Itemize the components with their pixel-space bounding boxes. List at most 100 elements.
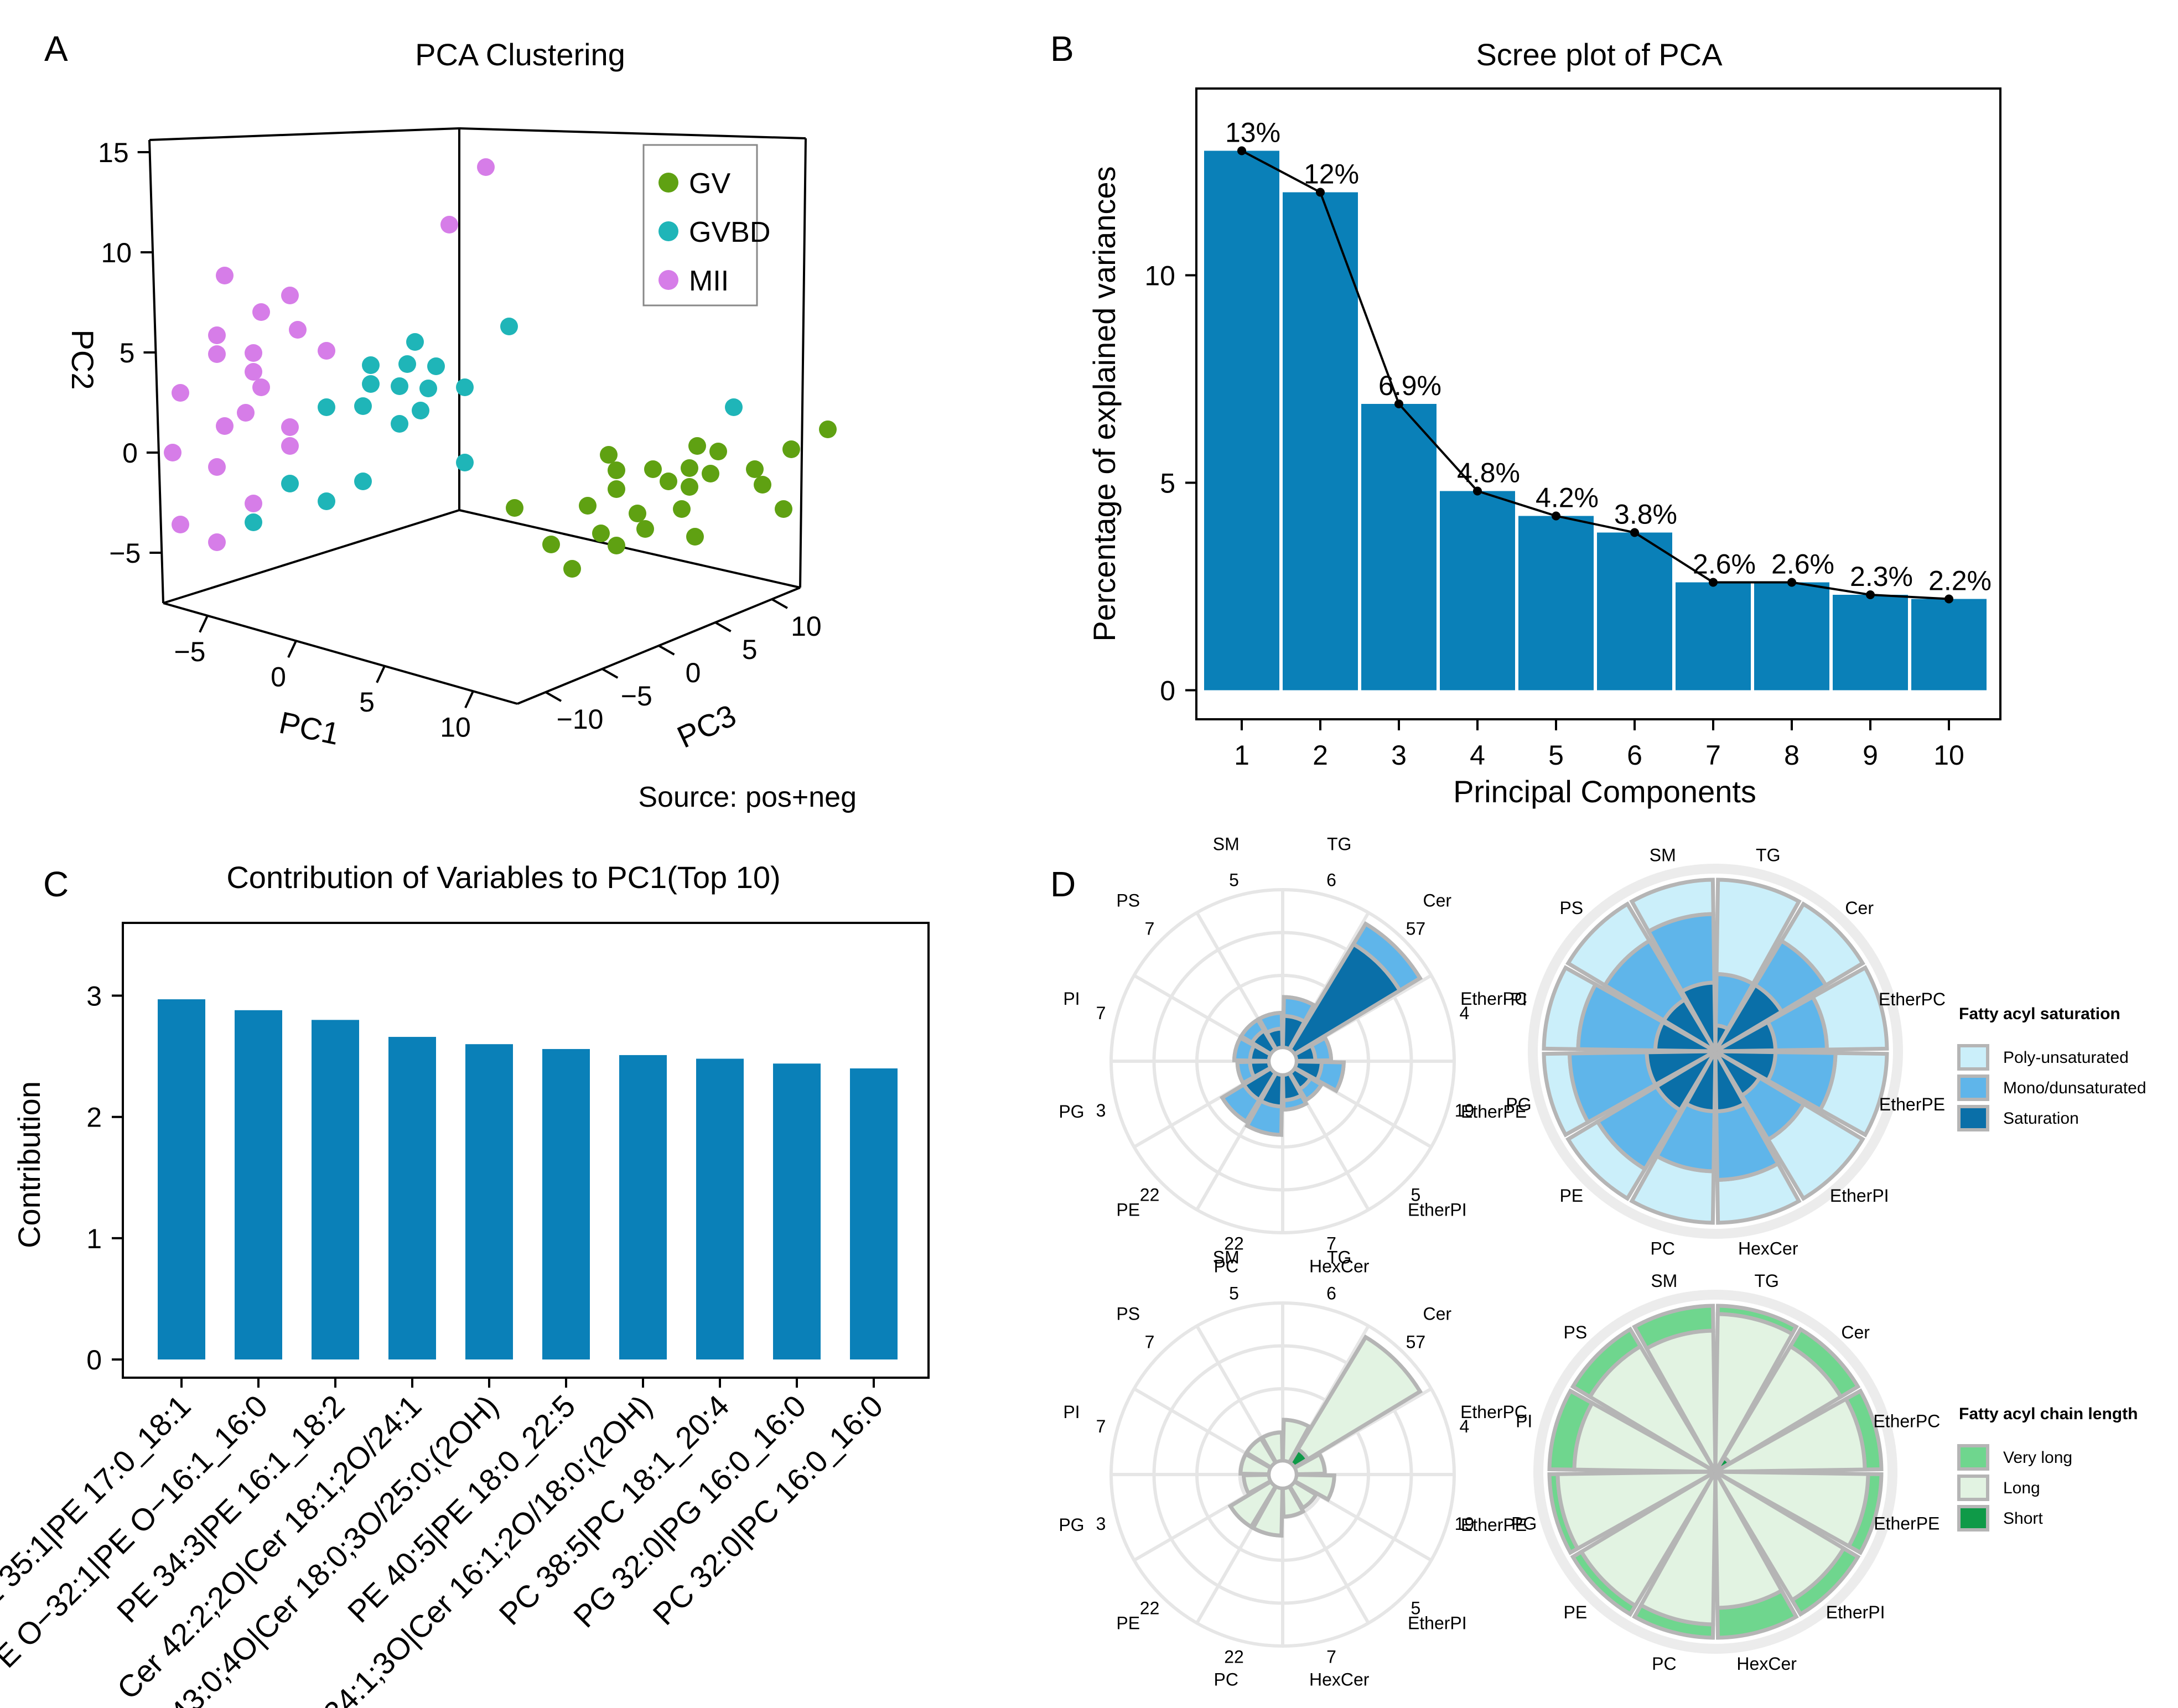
scree-frame	[1195, 87, 2001, 720]
radar3-center	[1267, 1459, 1298, 1490]
legend-chain-length: Fatty acyl chain length Very long Long Shor…	[1957, 1405, 2138, 1532]
legend-chain-swatch	[1957, 1505, 1989, 1532]
legend-chain-label: Long	[2003, 1479, 2040, 1497]
contribution-y-tick-label: 3	[86, 981, 102, 1012]
pca-point-gv	[673, 500, 691, 518]
radar1-count-label: 5	[1229, 870, 1239, 890]
pca-point-gvbd	[318, 492, 335, 510]
radar1-category-label: SM	[1213, 834, 1240, 854]
pca-3d-pc1-label: PC1	[276, 705, 343, 751]
pca-point-gv	[775, 500, 792, 518]
radar1-category-label: PE	[1116, 1200, 1140, 1219]
legend-chain-label: Very long	[2003, 1449, 2072, 1467]
pca-point-gvbd	[281, 475, 299, 492]
radar3-category-label: TG	[1327, 1247, 1351, 1267]
radar3-count-label: 4	[1460, 1416, 1470, 1436]
legend-marker-gv	[658, 173, 678, 193]
scree-line-point	[1866, 590, 1875, 599]
pc3-tick-label: −10	[557, 704, 604, 735]
radar4-category-label: TG	[1754, 1271, 1778, 1291]
scree-data-label: 3.8%	[1614, 499, 1677, 530]
pc3-tick-mark	[601, 668, 619, 679]
radar1-count-label: 6	[1326, 870, 1336, 890]
radar2-sector	[1679, 980, 1718, 1052]
pca-3d-pc2-label: PC2	[65, 330, 100, 390]
scree-line-point	[1237, 146, 1246, 155]
contribution-frame	[122, 922, 930, 1379]
radar2-category-label: EtherPE	[1879, 1094, 1945, 1114]
radar1-count-label: 19	[1455, 1100, 1475, 1120]
pc1-tick-label: 10	[440, 712, 471, 743]
radar1-category-label: EtherPC	[1460, 989, 1527, 1009]
pca-point-gv	[563, 560, 581, 578]
radar3-count-label: 19	[1455, 1514, 1475, 1534]
pca-point-mii	[216, 417, 234, 435]
pca-point-gv	[681, 478, 698, 496]
pca-point-gv	[608, 461, 625, 479]
pc2-tick-label: 10	[101, 237, 132, 268]
radar3-count-label: 57	[1406, 1332, 1426, 1352]
pca-point-mii	[289, 321, 307, 339]
legend-chain-title: Fatty acyl chain length	[1959, 1405, 2138, 1423]
legend-chain-swatch	[1957, 1444, 1989, 1471]
radar3-category-label: PS	[1116, 1304, 1140, 1324]
pca-point-gv	[506, 499, 523, 517]
legend-marker-gvbd	[658, 221, 678, 241]
pca-point-mii	[216, 267, 234, 284]
radar4-category-label: Cer	[1841, 1322, 1870, 1342]
contribution-bars	[158, 999, 898, 1360]
radar4-category-label: PI	[1516, 1411, 1532, 1431]
pca-point-gv	[592, 525, 610, 542]
radar2-category-label: PI	[1510, 989, 1527, 1009]
pca-3d-ticks: 15 10 5 0 −5 −5 0 5 10 10 5 0 −5 −10	[98, 137, 822, 743]
legend-label-mii: MII	[689, 265, 729, 297]
radar1-count-label: 7	[1096, 1003, 1106, 1023]
pca-point-gvbd	[725, 398, 743, 416]
pc3-tick-mark	[771, 598, 788, 609]
pca-point-mii	[477, 158, 495, 176]
scree-x-tick-label: 10	[1933, 740, 1964, 771]
scree-x-tick-label: 7	[1705, 740, 1721, 771]
contribution-y-tick-label: 2	[86, 1102, 102, 1133]
contribution-y-tick-label: 1	[86, 1223, 102, 1254]
radar1-category-label: EtherPI	[1408, 1200, 1467, 1219]
radar1-category-label: HexCer	[1309, 1257, 1370, 1276]
radar4-category-label: EtherPE	[1874, 1514, 1940, 1534]
pc3-tick-mark	[545, 691, 562, 702]
legend-saturation: Fatty acyl saturation Poly-unsaturated Mon…	[1957, 1005, 2146, 1131]
radar3-sector	[1287, 1334, 1423, 1470]
pca-point-gv	[688, 437, 706, 455]
scree-y-tick-label: 5	[1160, 468, 1175, 499]
radar1-category-label: PG	[1059, 1102, 1084, 1122]
pca-point-gv	[746, 460, 764, 478]
radar1-count-label: 4	[1460, 1003, 1470, 1023]
pca-point-gvbd	[398, 355, 416, 373]
radar2-category-label: Cer	[1845, 898, 1874, 918]
pca-point-gvbd	[406, 333, 424, 351]
radar4-category-label: PC	[1652, 1654, 1676, 1674]
pc1-tick-mark	[464, 691, 474, 709]
scree-plot-panel: Scree plot of PCA 13%12%6.9%4.8%4.2%3.8%…	[1087, 37, 2001, 809]
pc1-tick-mark	[287, 640, 297, 658]
radar2-category-label: HexCer	[1738, 1238, 1798, 1258]
contribution-bar	[158, 999, 205, 1360]
scree-line-point	[1630, 528, 1639, 537]
radar2-category-label: EtherPC	[1879, 989, 1946, 1009]
pca-point-mii	[164, 444, 182, 461]
radar-saturation-proportion: TG Cer EtherPC EtherPE EtherPI HexCer PC PE PG PI…	[1506, 845, 1946, 1259]
scree-bars: 13%12%6.9%4.8%4.2%3.8%2.6% 2.6% 2.3% 2.2%	[1204, 117, 1992, 691]
radar3-category-label: PE	[1116, 1613, 1140, 1633]
pc3-tick-label: −5	[621, 681, 652, 712]
radar4-sector	[1572, 1400, 1717, 1474]
pc2-tick-label: −5	[109, 538, 141, 569]
pca-point-mii	[237, 404, 255, 422]
radar3-count-label: 6	[1326, 1284, 1336, 1304]
pca-point-mii	[281, 418, 299, 436]
radar1-count-label: 22	[1224, 1233, 1244, 1253]
pc2-tick-label: 15	[98, 137, 129, 168]
scree-line-point	[1787, 578, 1796, 587]
radar4-sector	[1713, 1312, 1795, 1473]
radar1-category-label: PC	[1214, 1257, 1238, 1276]
contribution-y-tick-label: 0	[86, 1344, 102, 1375]
radar4-category-label: HexCer	[1736, 1654, 1797, 1674]
